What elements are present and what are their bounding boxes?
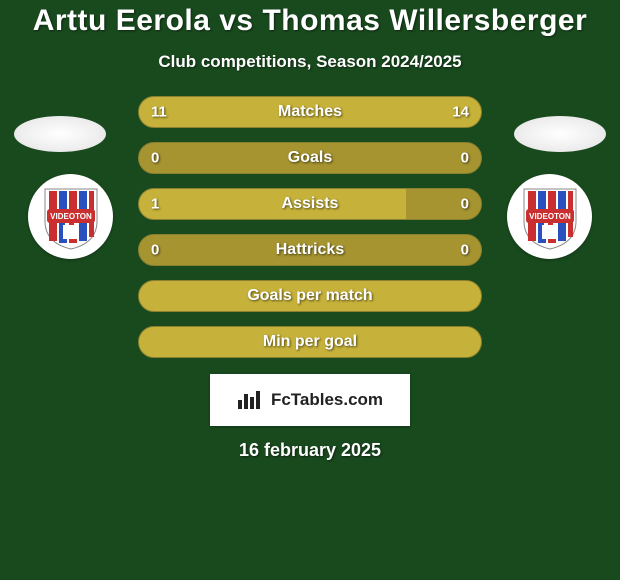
- stat-value-left: 0: [151, 242, 159, 259]
- brand-badge: FcTables.com: [210, 374, 410, 426]
- brand-text: FcTables.com: [271, 390, 383, 410]
- stat-value-right: 0: [461, 242, 469, 259]
- comparison-card: Arttu Eerola vs Thomas Willersberger Clu…: [0, 0, 620, 580]
- bar-chart-icon: [237, 390, 265, 410]
- stat-row: Min per goal: [138, 326, 482, 358]
- svg-text:VIDEOTON: VIDEOTON: [50, 212, 92, 221]
- stat-value-left: 0: [151, 150, 159, 167]
- stat-label: Assists: [282, 195, 339, 213]
- footer-date: 16 february 2025: [0, 440, 620, 461]
- videoton-crest-icon: VIDEOTON: [514, 181, 586, 253]
- stat-label: Min per goal: [263, 333, 357, 351]
- stat-value-right: 14: [452, 104, 469, 121]
- stat-value-right: 0: [461, 150, 469, 167]
- stat-value-right: 0: [461, 196, 469, 213]
- stat-label: Goals per match: [247, 287, 372, 305]
- stat-row: Goals per match: [138, 280, 482, 312]
- stat-row: Matches 11 14: [138, 96, 482, 128]
- stat-label: Goals: [288, 149, 332, 167]
- page-title: Arttu Eerola vs Thomas Willersberger: [0, 4, 620, 38]
- club-crest-right: VIDEOTON: [507, 174, 592, 259]
- stat-value-left: 11: [151, 104, 167, 121]
- player-spot-left: [14, 116, 106, 152]
- club-crest-left: VIDEOTON: [28, 174, 113, 259]
- stat-row: Assists 1 0: [138, 188, 482, 220]
- stat-value-left: 1: [151, 196, 159, 213]
- stat-row: Hattricks 0 0: [138, 234, 482, 266]
- stat-row: Goals 0 0: [138, 142, 482, 174]
- videoton-crest-icon: VIDEOTON: [35, 181, 107, 253]
- page-subtitle: Club competitions, Season 2024/2025: [0, 52, 620, 72]
- stat-label: Matches: [278, 103, 342, 121]
- stats-column: Matches1114Goals00Assists10Hattricks00Go…: [138, 96, 482, 372]
- player-spot-right: [514, 116, 606, 152]
- stat-label: Hattricks: [276, 241, 344, 259]
- stat-bar-left: [139, 189, 406, 219]
- svg-text:VIDEOTON: VIDEOTON: [529, 212, 571, 221]
- comparison-field: VIDEOTON VIDEOTON Mat: [0, 96, 620, 366]
